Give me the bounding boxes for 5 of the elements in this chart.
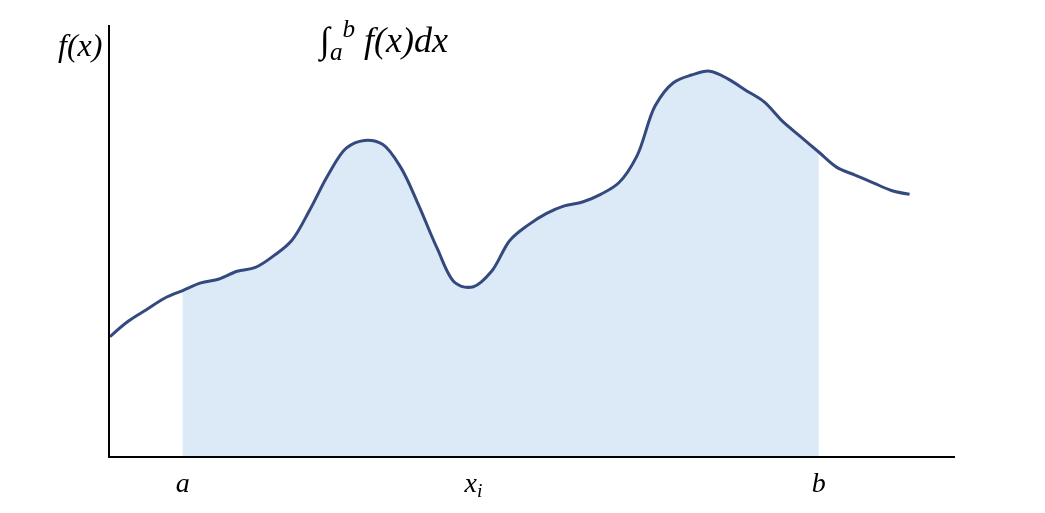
x-tick-label: a (175, 466, 190, 498)
x-tick-label: b (811, 466, 826, 498)
chart-title: ∫$_{a}$$^{b}$ f(x)dx (318, 15, 449, 65)
y-axis-title: f(x) (58, 27, 103, 63)
x-tick-label: x$_{i}$ (463, 466, 483, 502)
